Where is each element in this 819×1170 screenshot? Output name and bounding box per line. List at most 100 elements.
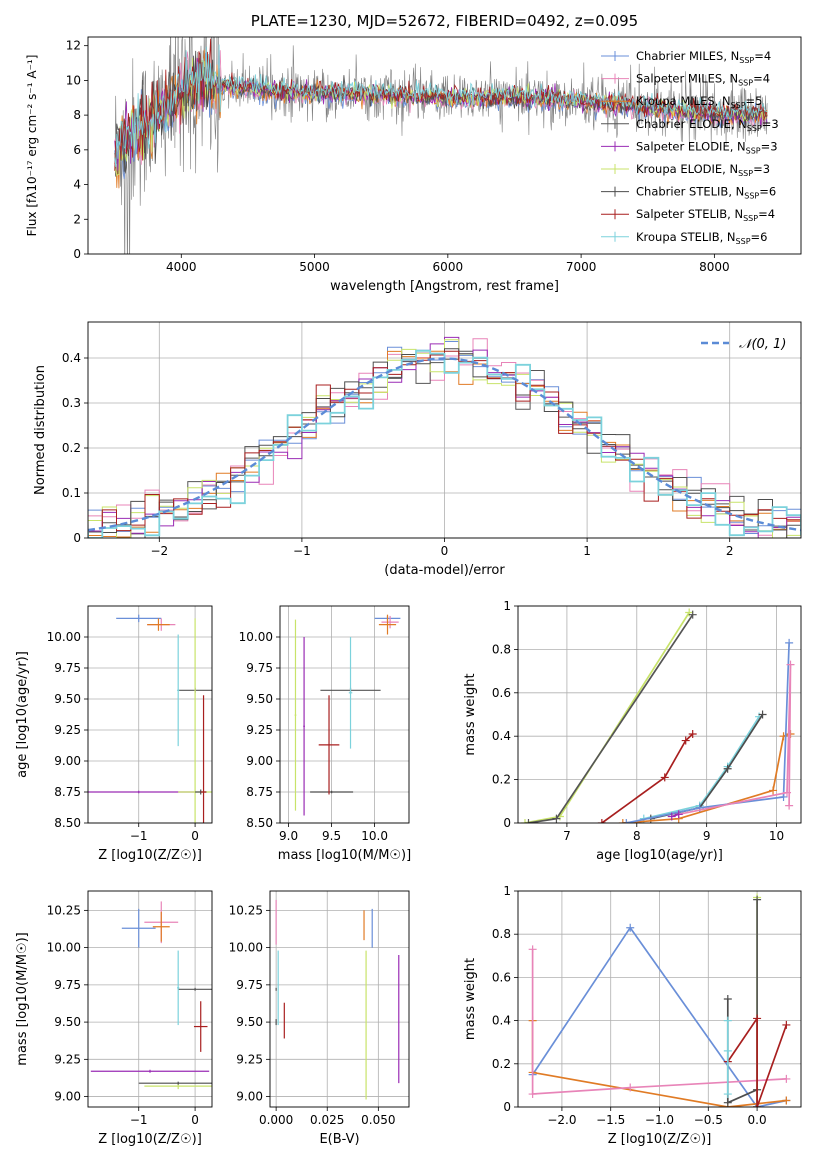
y-tick-label: 10.25 [47,903,81,917]
x-tick-label: −1.0 [645,1113,674,1127]
plot-area-weight_vs_age [520,608,795,823]
legend-label: Kroupa STELIB, NSSP=6 [636,230,767,246]
x-tick-label: 0.050 [361,1113,395,1127]
y-tick-label: 0 [503,1100,511,1114]
x-tick-label: −1 [130,829,148,843]
x-tick-label: −1 [130,1113,148,1127]
axes-frame [279,605,410,824]
y-tick-label: 9.25 [54,723,81,737]
y-tick-label: 12 [66,39,81,53]
axes-mass_vs_ebv: 0.000 0.025 0.050 9.00 9.25 9.50 9.75 10.00 10.2… [229,890,410,1147]
x-tick-label: 9.0 [279,829,298,843]
y-tick-label: 10.00 [47,941,81,955]
plus-marker [758,710,767,719]
y-tick-label: 9.50 [246,692,273,706]
y-tick-label: 0.1 [62,486,81,500]
y-axis-label: mass weight [463,673,478,755]
y-tick-label: 8.50 [54,816,81,830]
plot-area-mass_vs_Z [90,901,212,1090]
axes-frame [517,890,802,1108]
y-tick-label: 10 [66,73,81,87]
y-tick-label: 8.75 [246,785,273,799]
y-tick-label: 2 [73,212,81,226]
y-axis-label: age [log10(age/yr)] [15,651,30,778]
x-tick-label: 7 [563,829,571,843]
plot-area-age_vs_mass [294,614,401,816]
plus-marker [597,819,606,823]
y-tick-label: 0.3 [62,396,81,410]
y-tick-label: 9.00 [54,1090,81,1104]
plus-marker [779,792,788,801]
axes-age_vs_Z: −1 0 8.50 8.75 9.00 9.25 9.50 9.75 10.00 Z [log10… [15,605,213,863]
plus-marker [753,895,762,904]
legend-label: Kroupa ELODIE, NSSP=3 [636,162,770,178]
plus-marker [667,812,676,821]
x-tick-label: 0.000 [259,1113,293,1127]
y-tick-label: 9.50 [54,1015,81,1029]
model-line [114,38,768,171]
y-tick-label: 9.00 [236,1090,263,1104]
x-tick-label: 0 [191,829,199,843]
plus-marker [524,819,533,823]
y-tick-label: 9.00 [246,754,273,768]
axes-frame [87,605,213,824]
axes-frame [269,890,410,1108]
y-tick-label: 0.8 [492,642,511,656]
plus-marker [528,1090,537,1099]
y-tick-label: 9.75 [246,661,273,675]
x-tick-label: 7000 [566,260,597,274]
y-axis-label: Flux [fλ10⁻¹⁷ erg cm⁻² s⁻¹ A⁻¹] [25,55,39,237]
x-tick-label: 4000 [166,260,197,274]
y-tick-label: 9.75 [54,978,81,992]
y-tick-label: 0.2 [62,441,81,455]
x-tick-label: −0.5 [694,1113,723,1127]
y-tick-label: 10.00 [229,941,263,955]
y-tick-label: 0.6 [492,686,511,700]
x-tick-label: −2 [150,544,168,558]
plus-marker [786,660,795,669]
plus-marker [552,814,561,823]
figure-title: PLATE=1230, MJD=52672, FIBERID=0492, z=0… [250,12,639,30]
axes-weight_vs_age: 7 8 9 10 0 0.2 0.4 0.6 0.8 1 age [log10(age/yr)] ma… [463,599,802,863]
y-tick-label: 0 [73,247,81,261]
legend-label: Salpeter ELODIE, NSSP=3 [636,139,778,155]
y-tick-label: 0 [503,816,511,830]
y-tick-label: 8.75 [54,785,81,799]
axes-frame [87,890,213,1108]
x-axis-label: (data-model)/error [384,563,505,578]
axes-spectrum: 4000 5000 6000 7000 8000 0 2 4 6 8 10 12 wavelength … [25,36,802,294]
x-tick-label: 10.0 [361,829,388,843]
y-tick-label: 0.8 [492,927,511,941]
legend-label: Chabrier MILES, NSSP=4 [636,49,771,65]
axes-weight_vs_Z: −2.0 −1.5 −1.0 −0.5 0.0 0 0.2 0.4 0.6 0.8 1 Z [log1… [463,884,802,1147]
legend-label: 𝒩(0, 1) [739,337,786,352]
y-tick-label: 9.25 [246,723,273,737]
x-tick-label: 8000 [699,260,730,274]
plus-marker [783,788,792,797]
plus-marker [618,819,627,823]
y-tick-label: 9.25 [236,1052,263,1066]
plus-marker [688,610,697,619]
legend: Chabrier MILES, NSSP=4 Salpeter MILES, NS… [601,49,779,246]
x-tick-label: 0 [441,544,449,558]
x-axis-label: E(B-V) [319,1132,359,1147]
x-axis-label: wavelength [Angstrom, rest frame] [330,279,559,294]
axes-mass_vs_Z: −1 0 9.00 9.25 9.50 9.75 10.00 10.25 Z [log10(Z/… [15,890,213,1147]
y-axis-label: mass weight [463,958,478,1040]
plus-marker [723,995,732,1003]
plot-area-residuals [88,336,801,538]
x-tick-label: 2 [726,544,734,558]
plus-marker [723,1016,732,1025]
x-tick-label: 9 [703,829,711,843]
axes-residuals: −2 −1 0 1 2 0 0.1 0.2 0.3 0.4 𝒩(0, 1) (data-model)/… [33,321,802,578]
axes-age_vs_mass: 9.0 9.5 10.0 8.50 8.75 9.00 9.25 9.50 9.75 10.00 m… [239,605,411,863]
y-tick-label: 9.75 [236,978,263,992]
plus-marker [681,736,690,745]
x-tick-label: −2.0 [547,1113,576,1127]
y-tick-label: 0.4 [62,351,81,365]
weight-line [727,1015,788,1107]
y-tick-label: 0.6 [492,970,511,984]
plus-marker [785,801,794,810]
plus-marker [782,1020,791,1029]
legend-label: Chabrier ELODIE, NSSP=3 [636,117,779,133]
